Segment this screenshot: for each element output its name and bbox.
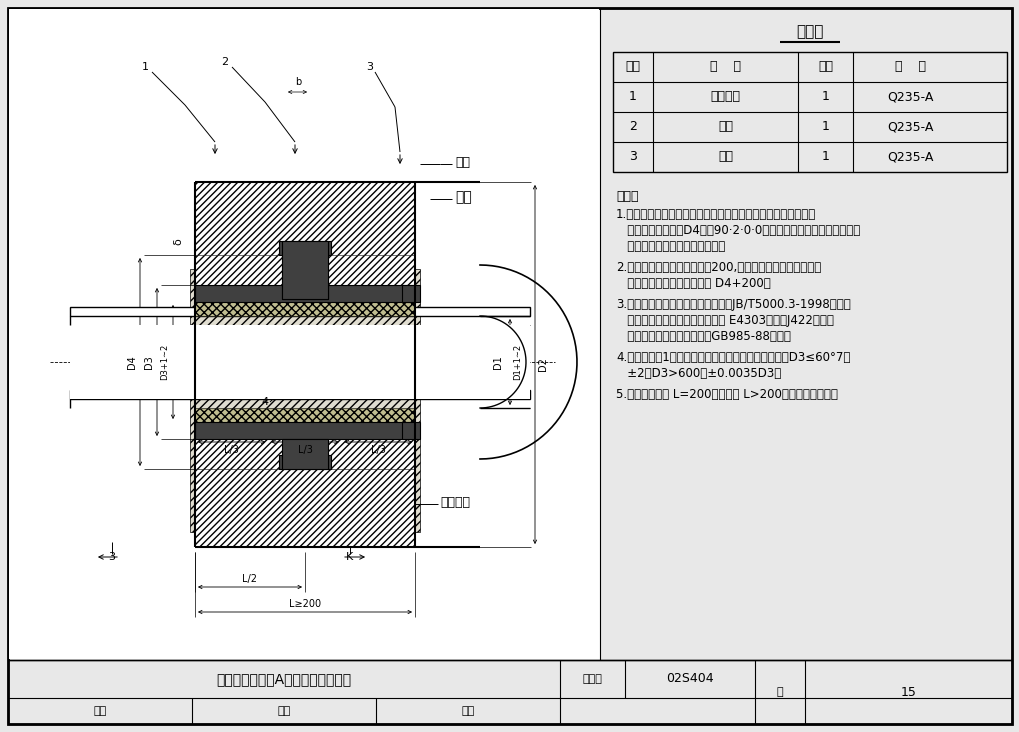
Bar — [70, 325, 530, 399]
Text: 数量: 数量 — [817, 61, 833, 73]
Text: 围应比翼环直径（D4）大90·2·0·0，而且必须将套管一次浇固于墙: 围应比翼环直径（D4）大90·2·0·0，而且必须将套管一次浇固于墙 — [615, 224, 859, 237]
Text: L/3: L/3 — [298, 445, 312, 455]
Text: 3: 3 — [108, 552, 115, 562]
Text: 1: 1 — [820, 151, 828, 163]
Text: 焊接采用手工电弧焊，焊条型号 E4303，牌号J422。焊缝: 焊接采用手工电弧焊，焊条型号 E4303，牌号J422。焊缝 — [615, 314, 834, 327]
Text: D4: D4 — [127, 355, 137, 369]
Text: 刚性防水套管（A型）安装图（一）: 刚性防水套管（A型）安装图（一） — [216, 672, 352, 686]
Text: b: b — [294, 77, 301, 87]
Text: 钢管: 钢管 — [454, 190, 471, 204]
Text: D1: D1 — [492, 355, 502, 369]
Text: 1: 1 — [629, 91, 636, 103]
Bar — [195, 285, 281, 299]
Bar — [9, 9, 598, 659]
Bar — [70, 307, 530, 316]
Text: Q235-A: Q235-A — [887, 121, 932, 133]
Text: 名    称: 名 称 — [709, 61, 740, 73]
Text: 石棉水泥: 石棉水泥 — [439, 496, 470, 509]
Text: 1: 1 — [820, 121, 828, 133]
Text: 图集号: 图集号 — [582, 674, 602, 684]
Text: 1: 1 — [142, 62, 149, 72]
Bar — [195, 285, 415, 302]
Text: 内．套管内的填料应紧密捣实．: 内．套管内的填料应紧密捣实． — [615, 240, 725, 253]
Text: 挡圈: 挡圈 — [717, 151, 733, 163]
Text: 说明：: 说明： — [615, 190, 638, 203]
Text: D2: D2 — [537, 357, 547, 371]
Text: L/3: L/3 — [224, 445, 238, 455]
Bar — [281, 439, 328, 469]
Text: D3: D3 — [144, 355, 154, 369]
Text: Q235-A: Q235-A — [887, 91, 932, 103]
Bar — [195, 439, 415, 547]
Bar — [8, 660, 1011, 724]
Text: 设计: 设计 — [461, 706, 474, 716]
Bar — [8, 8, 599, 660]
Text: 序号: 序号 — [625, 61, 640, 73]
Text: 2: 2 — [629, 121, 636, 133]
Bar — [401, 285, 420, 302]
Text: 4.当套管（件1）采用卷制成型时，周长允许偏差为：D3≤60°7，: 4.当套管（件1）采用卷制成型时，周长允许偏差为：D3≤60°7， — [615, 351, 850, 364]
Text: Q235-A: Q235-A — [887, 151, 932, 163]
Text: 厅．加厅部分的直径至少为 D4+200．: 厅．加厅部分的直径至少为 D4+200． — [615, 277, 770, 290]
Text: 校对: 校对 — [277, 706, 290, 716]
Bar — [195, 182, 415, 285]
Text: 4: 4 — [261, 397, 268, 407]
Text: 2.穿管处混凝土墙厅应不小于200,否则应使墙壁一边或两边加: 2.穿管处混凝土墙厅应不小于200,否则应使墙壁一边或两边加 — [615, 261, 820, 274]
Text: L/2: L/2 — [243, 574, 257, 584]
Bar — [70, 390, 530, 399]
Bar — [195, 439, 281, 469]
Text: D1+1∼2: D1+1∼2 — [513, 344, 522, 380]
Text: 坡口的基本形式与尺寸按照GB985-88执行．: 坡口的基本形式与尺寸按照GB985-88执行． — [615, 330, 790, 343]
Text: 钒制套管: 钒制套管 — [710, 91, 740, 103]
Text: 材料表: 材料表 — [796, 24, 823, 40]
Bar — [8, 8, 1011, 660]
Text: K: K — [346, 552, 354, 562]
Text: L≥200: L≥200 — [288, 599, 321, 609]
Text: 翼环: 翼环 — [717, 121, 733, 133]
Text: 页: 页 — [775, 687, 783, 697]
Text: 1.套管穿墙处如遇非混凝土墙壁时，应改用混凝土墙壁，其浇注: 1.套管穿墙处如遇非混凝土墙壁时，应改用混凝土墙壁，其浇注 — [615, 208, 815, 221]
Bar — [279, 241, 331, 255]
Bar — [190, 269, 420, 532]
Bar — [195, 302, 415, 316]
Text: 3: 3 — [366, 62, 373, 72]
Text: δ: δ — [173, 239, 182, 245]
Bar — [281, 241, 328, 299]
Text: 审核: 审核 — [94, 706, 107, 716]
Bar — [195, 408, 415, 422]
Bar — [281, 453, 328, 455]
Text: 5.套管的重量以 L=200计算，当 L>200时，应另行计算．: 5.套管的重量以 L=200计算，当 L>200时，应另行计算． — [615, 388, 837, 401]
Bar — [401, 422, 420, 439]
Bar — [328, 439, 415, 469]
Bar — [281, 255, 328, 299]
Bar — [195, 422, 415, 439]
Text: 3.焊接结构尺寸公差与形位公差按照JB/T5000.3-1998执行．: 3.焊接结构尺寸公差与形位公差按照JB/T5000.3-1998执行． — [615, 298, 850, 311]
Text: D3+1∼2: D3+1∼2 — [160, 344, 169, 380]
Text: 油麻: 油麻 — [454, 155, 470, 168]
Bar — [279, 455, 331, 469]
Bar — [612, 52, 1006, 172]
Text: 材    料: 材 料 — [894, 61, 925, 73]
Text: 3: 3 — [629, 151, 636, 163]
Text: L/3: L/3 — [371, 445, 385, 455]
Text: 02S404: 02S404 — [665, 673, 713, 685]
Text: 2: 2 — [221, 57, 228, 67]
Bar — [195, 255, 281, 285]
Text: 1: 1 — [820, 91, 828, 103]
Text: ±2，D3>600，±0.0035D3．: ±2，D3>600，±0.0035D3． — [615, 367, 781, 380]
Text: 15: 15 — [900, 685, 915, 698]
Bar — [328, 255, 415, 285]
